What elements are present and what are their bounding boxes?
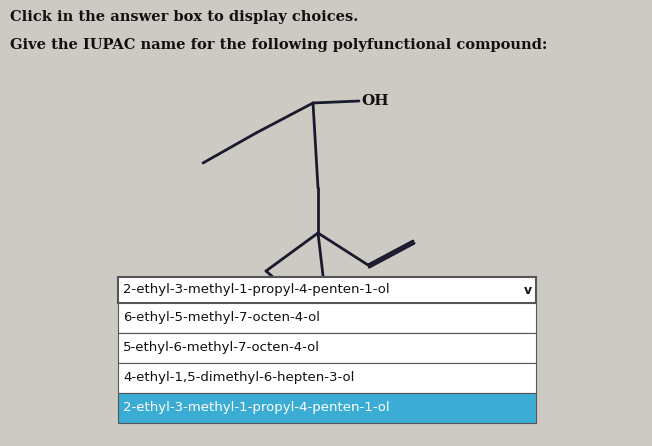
Text: 5-ethyl-6-methyl-7-octen-4-ol: 5-ethyl-6-methyl-7-octen-4-ol	[123, 342, 320, 355]
Text: 2-ethyl-3-methyl-1-propyl-4-penten-1-ol: 2-ethyl-3-methyl-1-propyl-4-penten-1-ol	[123, 401, 390, 414]
FancyBboxPatch shape	[118, 333, 536, 363]
FancyBboxPatch shape	[118, 393, 536, 423]
FancyBboxPatch shape	[118, 303, 536, 333]
Text: 4-ethyl-1,5-dimethyl-6-hepten-3-ol: 4-ethyl-1,5-dimethyl-6-hepten-3-ol	[123, 372, 355, 384]
Text: OH: OH	[361, 94, 389, 108]
Text: Click in the answer box to display choices.: Click in the answer box to display choic…	[10, 10, 358, 24]
FancyBboxPatch shape	[118, 363, 536, 393]
FancyBboxPatch shape	[118, 277, 536, 303]
Text: 6-ethyl-5-methyl-7-octen-4-ol: 6-ethyl-5-methyl-7-octen-4-ol	[123, 311, 320, 325]
Text: Give the IUPAC name for the following polyfunctional compound:: Give the IUPAC name for the following po…	[10, 38, 548, 52]
Text: 2-ethyl-3-methyl-1-propyl-4-penten-1-ol: 2-ethyl-3-methyl-1-propyl-4-penten-1-ol	[123, 284, 390, 297]
Text: v: v	[524, 284, 532, 297]
